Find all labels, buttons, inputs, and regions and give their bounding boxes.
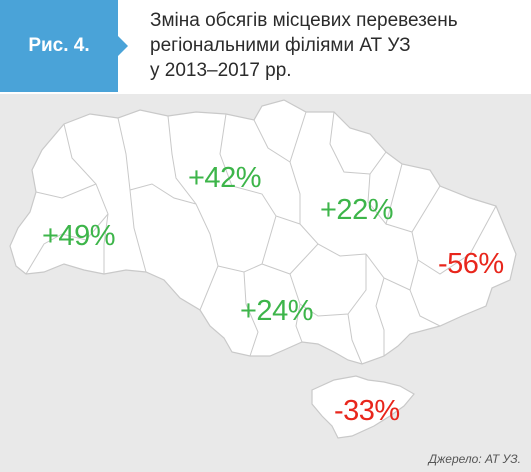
figure-title: Зміна обсягів місцевих перевезень регіон… [150, 8, 520, 83]
oblast-borders [25, 111, 497, 365]
region-value-southern: +22% [320, 194, 393, 226]
source-note: Джерело: АТ УЗ. [428, 452, 521, 466]
ukraine-map [9, 99, 517, 439]
region-value-lviv: +49% [42, 220, 115, 252]
region-value-donetsk: -56% [438, 248, 504, 280]
region-value-odesa: +24% [240, 295, 313, 327]
title-line: Зміна обсягів місцевих перевезень [150, 10, 458, 31]
map-panel: +49% +42% +22% -56% +24% -33% Джерело: А… [0, 94, 531, 472]
title-line: регіональними філіями АТ УЗ [150, 35, 411, 56]
figure-badge: Рис. 4. [0, 0, 118, 92]
title-line: у 2013–2017 рр. [150, 60, 292, 81]
region-value-south-western: +42% [188, 162, 261, 194]
region-value-crimea: -33% [334, 395, 400, 427]
crimea-peninsula [311, 375, 415, 439]
figure-label: Рис. 4. [28, 35, 90, 56]
figure-header: Рис. 4. Зміна обсягів місцевих перевезен… [0, 0, 531, 94]
badge-arrow-icon [118, 36, 128, 56]
